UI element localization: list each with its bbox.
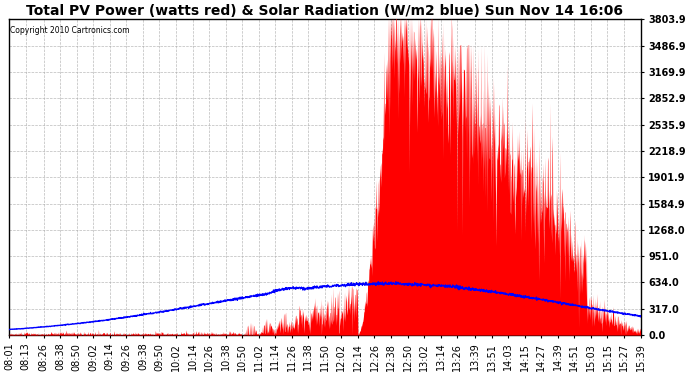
Text: Copyright 2010 Cartronics.com: Copyright 2010 Cartronics.com [10,26,130,34]
Title: Total PV Power (watts red) & Solar Radiation (W/m2 blue) Sun Nov 14 16:06: Total PV Power (watts red) & Solar Radia… [26,4,623,18]
